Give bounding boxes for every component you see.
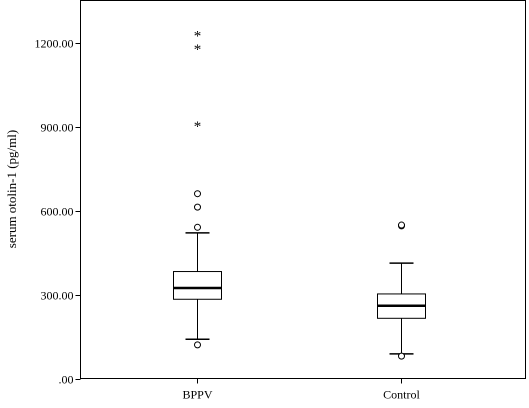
outlier-point — [194, 223, 201, 231]
y-tick-label: .00 — [59, 373, 74, 387]
outlier-point — [194, 190, 201, 198]
box-group: *** — [173, 29, 222, 349]
y-axis-title: serum otolin-1 (pg/ml) — [4, 130, 19, 248]
extreme-point: * — [194, 29, 202, 45]
outlier-point — [398, 352, 405, 360]
x-tick-label: BPPV — [182, 388, 212, 402]
box-group — [377, 221, 426, 360]
y-tick-label: 1200.00 — [35, 37, 74, 51]
x-axis: BPPV Control — [182, 378, 420, 402]
extreme-point: * — [194, 42, 202, 58]
y-axis: .00 300.00 600.00 900.00 1200.00 — [35, 37, 81, 387]
outlier-point — [398, 221, 405, 229]
extreme-point: * — [194, 119, 202, 135]
outlier-point — [194, 203, 201, 211]
outlier-point — [194, 341, 201, 349]
boxes-layer: *** — [173, 29, 426, 360]
iqr-box — [173, 271, 222, 300]
y-tick-label: 600.00 — [41, 205, 74, 219]
y-tick-label: 900.00 — [41, 121, 74, 135]
plot-frame — [80, 0, 526, 379]
y-tick-label: 300.00 — [41, 289, 74, 303]
x-tick-label: Control — [383, 388, 420, 402]
